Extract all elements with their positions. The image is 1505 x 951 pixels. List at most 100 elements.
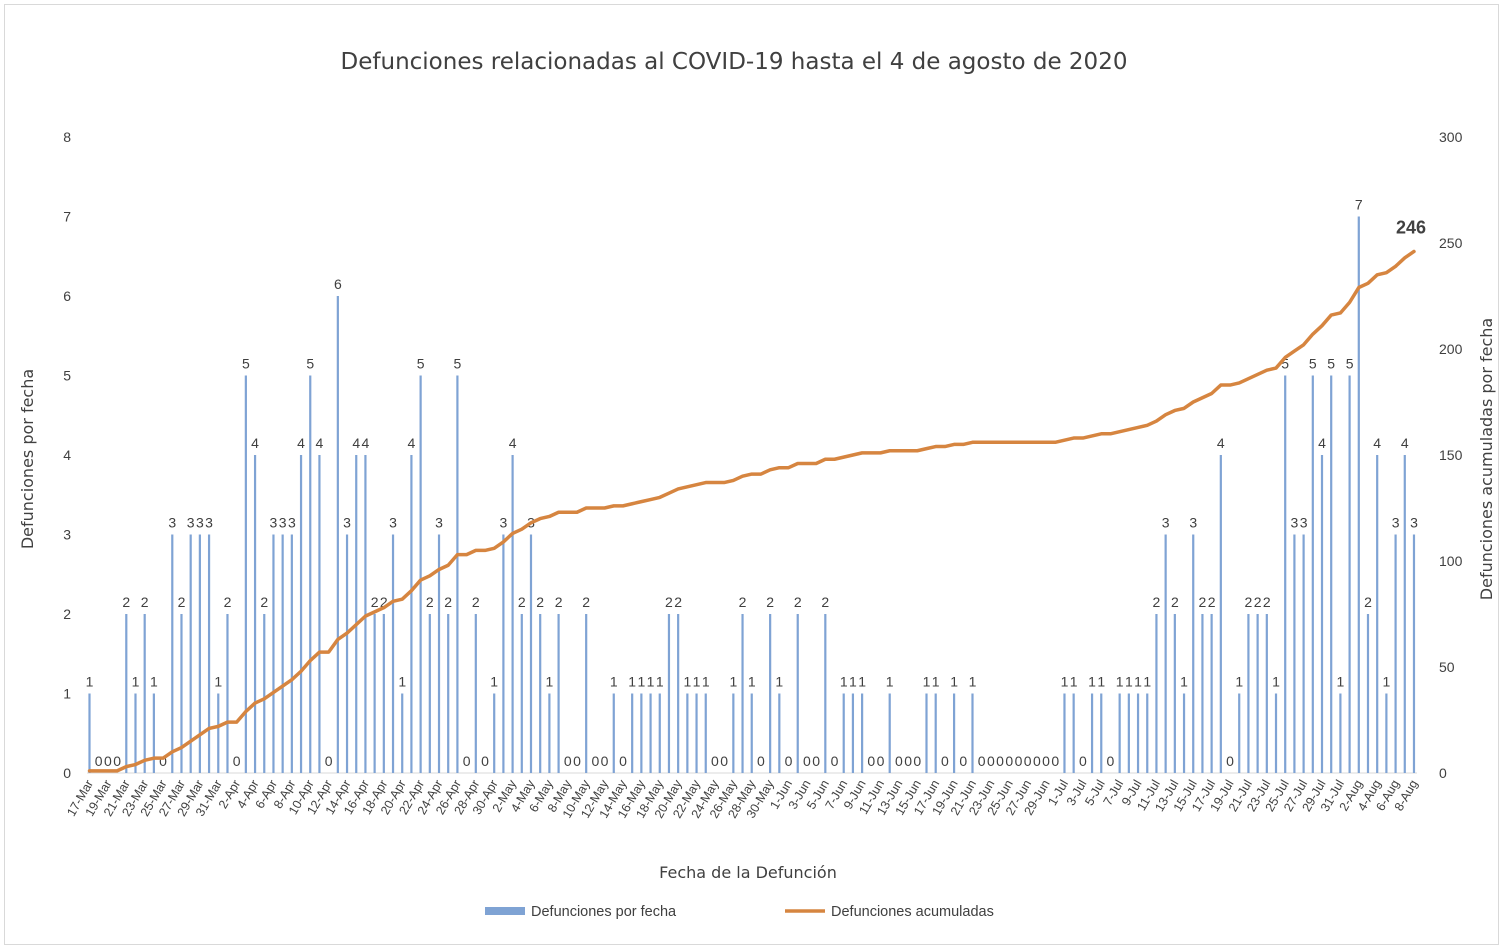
y-left-tick-label: 5 [63,368,71,384]
bar [520,614,523,773]
y-right-tick-label: 0 [1439,765,1447,781]
bar-data-label: 1 [1143,674,1151,690]
bar [345,534,349,773]
bar [125,614,128,773]
bar-data-label: 1 [1180,674,1188,690]
bar-data-label: 2 [224,594,232,610]
bar [861,693,864,773]
bar-data-label: 1 [923,674,931,690]
bar-data-label: 4 [408,435,416,451]
bar-data-label: 1 [1382,674,1390,690]
bar [1247,614,1250,773]
bar-data-label: 2 [555,594,563,610]
bar [1219,455,1222,773]
bar-data-label: 1 [490,674,498,690]
bar [134,693,137,773]
bar-data-label: 1 [1097,674,1105,690]
bar [934,693,937,773]
bar-data-label: 1 [86,674,94,690]
bar-data-label: 2 [1364,594,1372,610]
bar-data-label: 1 [656,674,664,690]
bar [1063,693,1066,773]
bar [1366,614,1370,773]
bar-data-label: 1 [545,674,553,690]
bar [1072,693,1075,773]
bar [428,614,431,773]
bar-data-label: 2 [1171,594,1179,610]
bar-data-label: 4 [1217,435,1225,451]
bar-data-label: 2 [674,594,682,610]
bar [851,693,855,773]
bar [88,693,91,773]
bar-data-label: 3 [435,515,443,531]
bar-data-label: 0 [1107,753,1115,769]
bar [299,455,303,773]
bar [189,534,192,773]
bar-data-label: 5 [1281,356,1289,372]
bar [1146,693,1149,773]
bar-data-label: 0 [785,753,793,769]
y-left-tick-label: 4 [63,447,71,463]
bar-data-label: 2 [821,594,829,610]
bar-data-label: 1 [729,674,737,690]
bar-data-label: 4 [509,435,517,451]
bar-data-label: 4 [362,435,370,451]
chart-frame: Defunciones relacionadas al COVID-19 has… [4,4,1499,945]
bar-data-label: 0 [1051,753,1059,769]
bar-data-label: 2 [1263,594,1271,610]
bar-data-label: 5 [1309,356,1317,372]
bar [447,614,450,773]
bar-data-label: 1 [1070,674,1078,690]
bar [1403,455,1406,773]
y-left-tick-label: 2 [63,606,71,622]
bar [143,614,146,773]
y-left-tick-label: 3 [63,527,71,543]
bar [198,534,201,773]
bar-data-label: 1 [858,674,866,690]
bar [1192,534,1195,773]
bar [493,693,496,773]
bar-data-label: 2 [665,594,673,610]
bar-data-label: 5 [306,356,314,372]
bar [824,614,827,773]
bar [1201,614,1204,773]
bar [1284,375,1287,773]
bar [1320,455,1324,773]
bar [667,614,671,773]
bar-data-label: 3 [196,515,204,531]
bar-data-label: 0 [591,753,599,769]
bar-data-label: 3 [168,515,176,531]
bar [410,455,413,773]
bar-data-label: 0 [233,753,241,769]
bar [171,534,174,773]
bar-data-label: 1 [702,674,710,690]
bar-data-label: 0 [941,753,949,769]
bar [631,693,634,773]
bar-data-label: 0 [959,753,967,769]
bar [364,455,367,773]
bar-data-label: 1 [748,674,756,690]
bar-data-label: 4 [1401,435,1409,451]
bar [456,375,459,773]
y-left-tick-label: 1 [63,686,71,702]
bar [750,693,753,773]
bar-data-label: 5 [1346,356,1354,372]
bar [1118,693,1121,773]
bar [391,534,395,773]
bar-data-label: 0 [601,753,609,769]
bar-data-label: 0 [481,753,489,769]
bar-data-label: 2 [380,594,388,610]
bar [419,375,422,773]
bar-data-label: 1 [886,674,894,690]
bar-data-label: 2 [1208,594,1216,610]
bar-data-label: 0 [913,753,921,769]
bar-data-label: 4 [297,435,305,451]
legend-bar-swatch [485,907,525,915]
bar [1173,614,1176,773]
bar [769,614,772,773]
bar-data-label: 0 [463,753,471,769]
bar [152,693,155,773]
bar [925,693,928,773]
bar [1256,614,1259,773]
bar-data-label: 2 [518,594,526,610]
